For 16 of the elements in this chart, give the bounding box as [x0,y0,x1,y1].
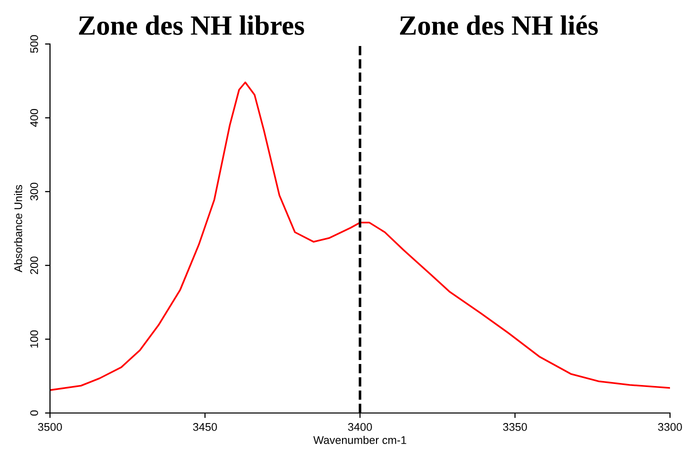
line-series [50,82,670,391]
text: Zone des NH liés [400,15,598,35]
x-tick-label: 3300 [658,423,682,431]
y-tick-label: 0 [30,410,38,416]
y-tick-label: 400 [30,108,38,127]
y-tick-label: 500 [30,35,38,53]
y-tick-label: 300 [30,182,38,200]
y-tick-label: 100 [30,330,38,348]
x-tick-label: 3500 [38,423,62,431]
x-tick-label: 3450 [193,423,217,431]
y-axis-title: Absorbance Units [14,185,22,272]
y-tick-label: 200 [30,256,38,274]
x-tick-label: 3400 [348,423,372,431]
x-tick-label: 3350 [503,423,527,431]
text: Zone des NH libres [78,15,304,35]
x-axis-title: Wavenumber cm-1 [313,436,406,444]
